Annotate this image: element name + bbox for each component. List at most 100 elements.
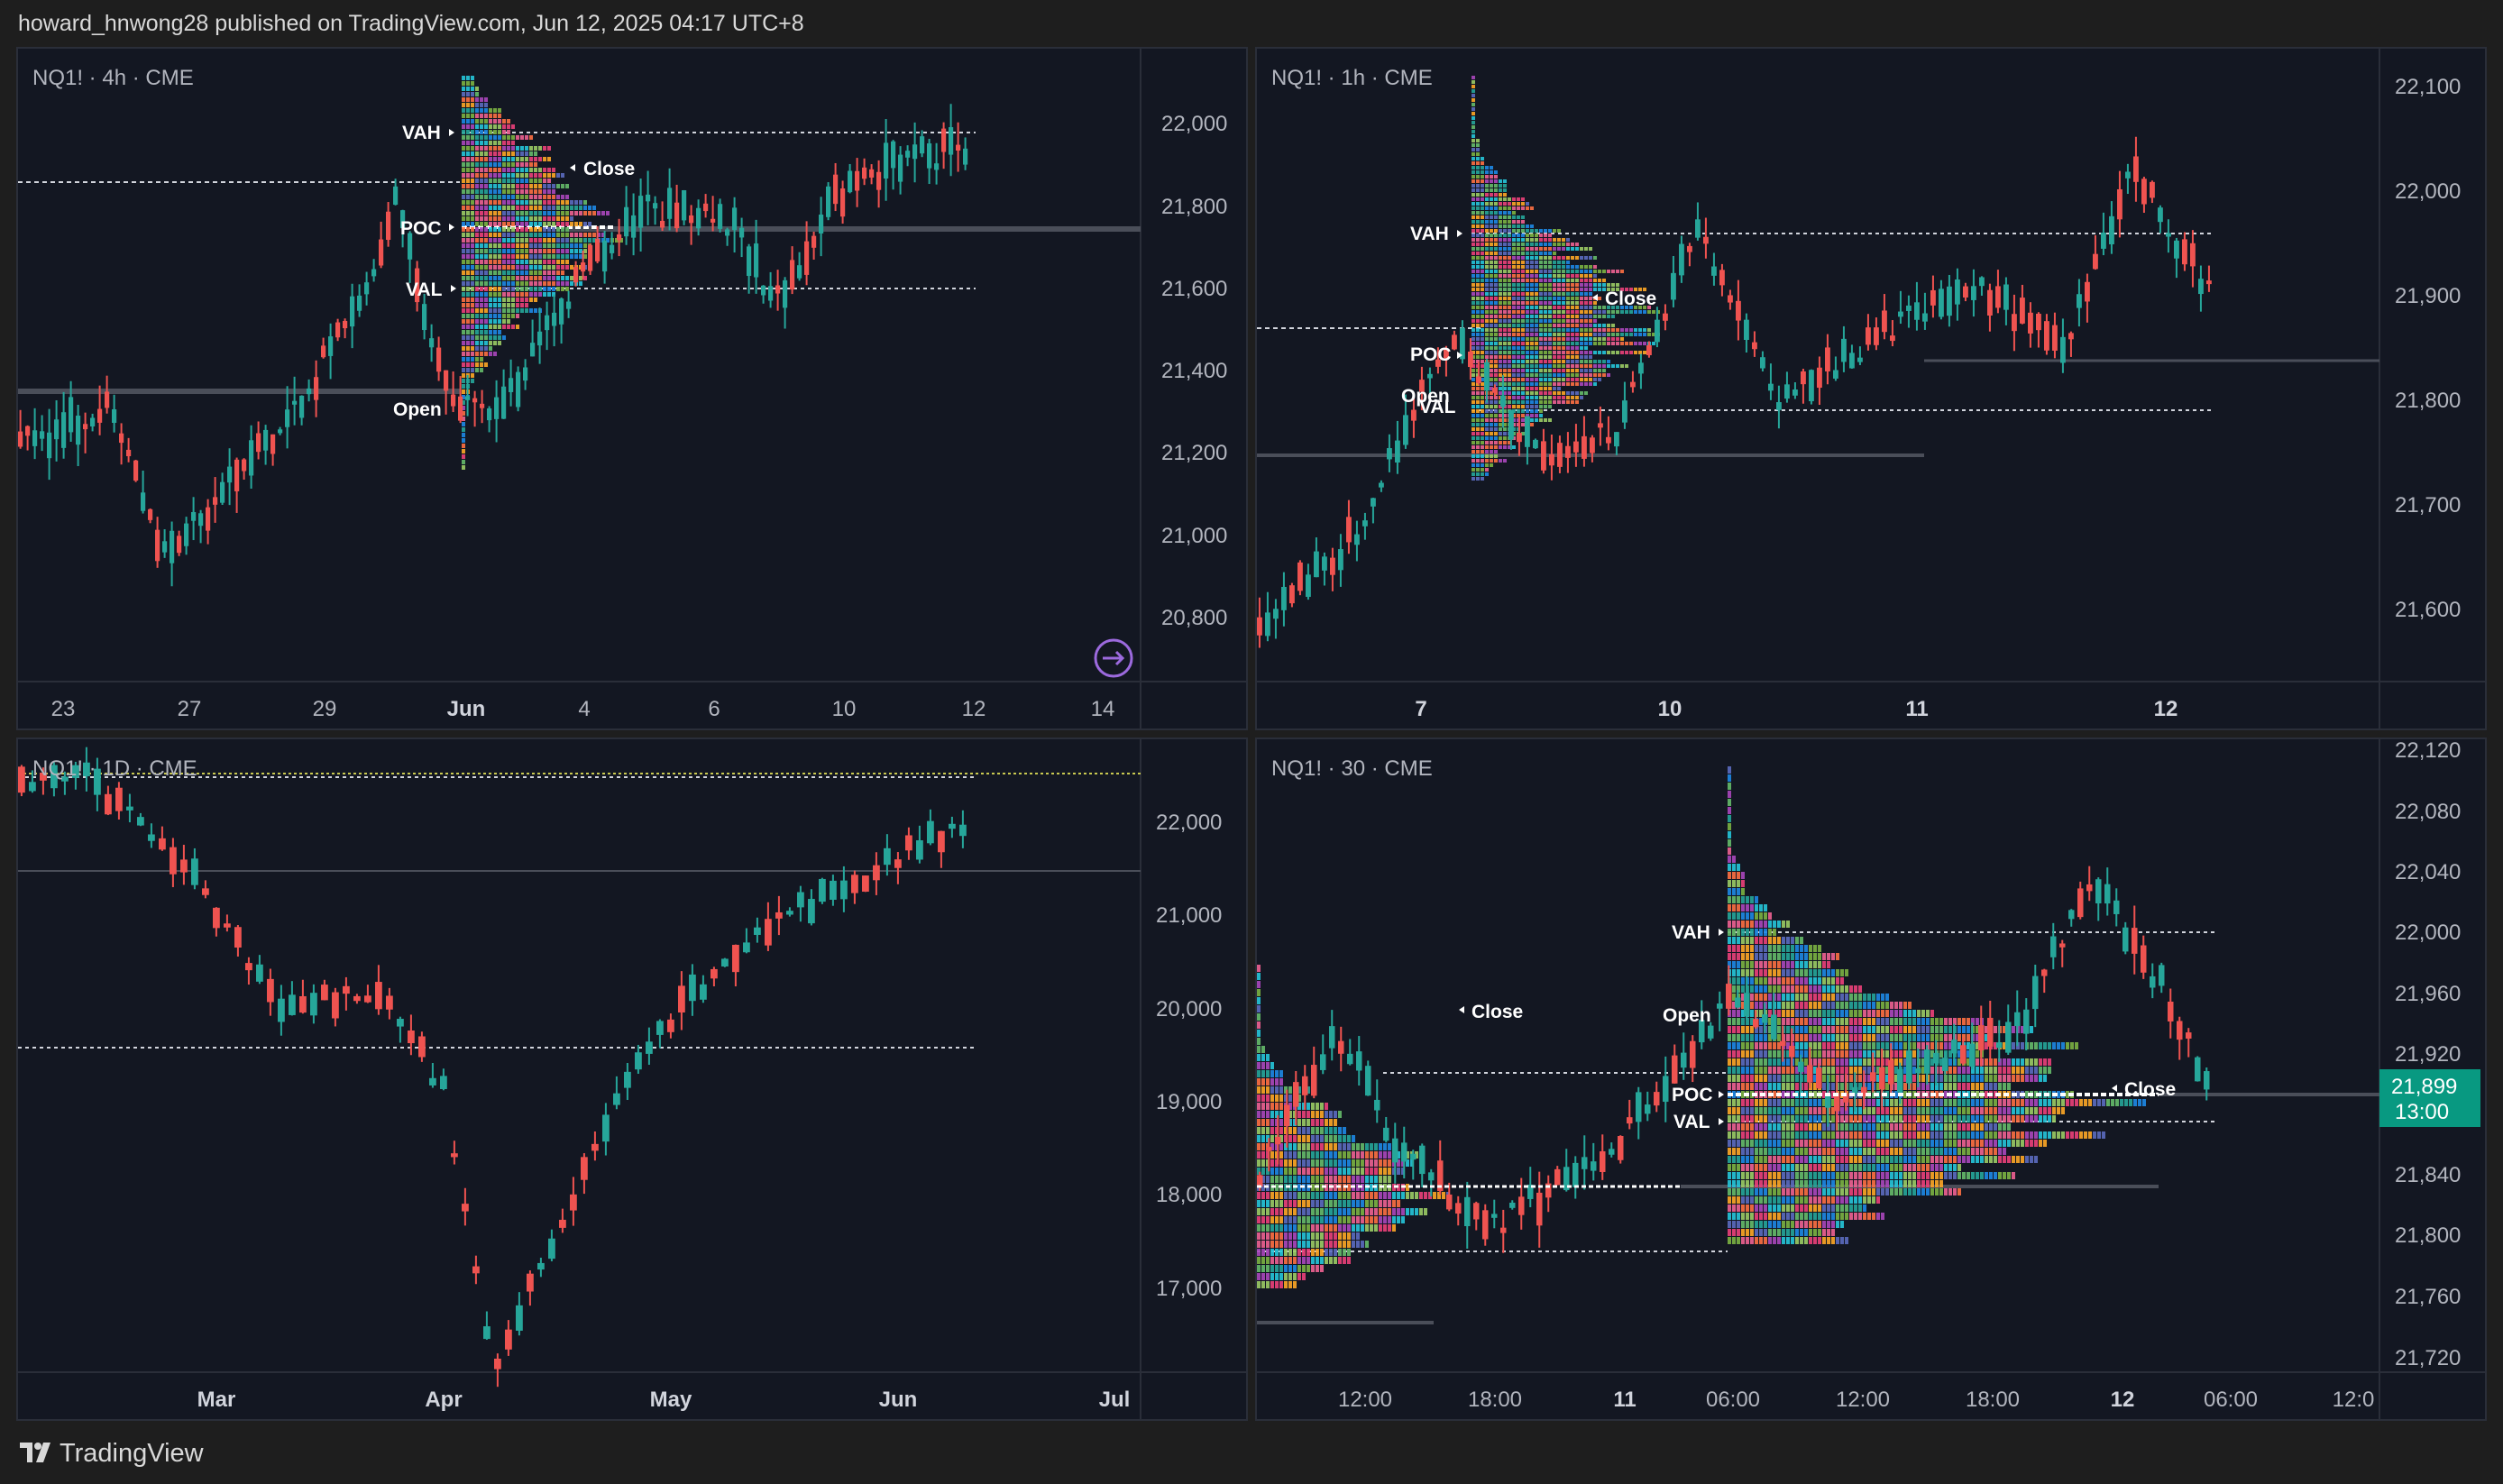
- time-tick: 12: [2154, 697, 2178, 721]
- price-tick: 22,000: [2395, 921, 2461, 945]
- tradingview-logo-icon[interactable]: [18, 1439, 54, 1468]
- candle: [1572, 1162, 1579, 1187]
- candle: [408, 1031, 415, 1044]
- candle: [581, 1157, 588, 1180]
- price-axis[interactable]: 22,120 22,080 22,040 22,000 21,960 21,92…: [2395, 739, 2461, 1370]
- candle: [855, 170, 860, 191]
- candle: [1699, 1020, 1705, 1043]
- chart-svg-1d[interactable]: 22,000 21,000 20,000 19,000 18,000 17,00…: [18, 739, 1248, 1421]
- candle: [357, 295, 362, 311]
- candle: [335, 322, 341, 338]
- vah-label: VAH: [1410, 224, 1449, 244]
- publish-line: howard_hnwong28 published on TradingView…: [18, 11, 804, 36]
- chart-svg-30m[interactable]: 22,120 22,080 22,040 22,000 21,960 21,92…: [1257, 739, 2487, 1421]
- candle: [682, 190, 687, 221]
- candle: [170, 530, 175, 563]
- candle: [1347, 1053, 1353, 1065]
- chart-panel-1d[interactable]: 22,000 21,000 20,000 19,000 18,000 17,00…: [16, 737, 1248, 1421]
- candle: [783, 279, 788, 308]
- candle: [1987, 1017, 1994, 1047]
- brand-name: TradingView: [60, 1439, 204, 1468]
- candle: [1320, 1054, 1326, 1070]
- candle: [2133, 156, 2139, 182]
- candle: [613, 1093, 620, 1105]
- price-tick: 21,000: [1161, 524, 1227, 548]
- candle: [440, 1076, 447, 1089]
- candle: [1275, 1137, 1281, 1145]
- candle: [1914, 302, 1920, 320]
- candle: [462, 1204, 469, 1212]
- price-tick: 21,700: [2395, 493, 2461, 518]
- chart-panel-4h[interactable]: 22,000 21,800 21,600 21,400 21,200 21,00…: [16, 47, 1248, 730]
- candle: [25, 426, 31, 436]
- price-tick: 21,920: [2395, 1042, 2461, 1067]
- chart-panel-1h[interactable]: 22,100 22,000 21,900 21,800 21,700 21,60…: [1255, 47, 2487, 730]
- candle: [1410, 1153, 1417, 1160]
- candle: [2104, 884, 2111, 904]
- marker-arrow: [1457, 230, 1462, 237]
- candle: [1801, 371, 1806, 385]
- candle: [602, 240, 608, 272]
- candle: [700, 984, 707, 1000]
- candle: [119, 433, 124, 444]
- candle: [1401, 1142, 1407, 1162]
- candle: [1645, 1104, 1651, 1114]
- chart-svg-4h[interactable]: 22,000 21,800 21,600 21,400 21,200 21,00…: [18, 49, 1248, 730]
- candle: [1866, 327, 1871, 345]
- candle: [54, 419, 60, 440]
- candle: [1861, 1086, 1867, 1097]
- candle: [1437, 1160, 1444, 1192]
- time-axis[interactable]: 23 27 29 Jun 4 6 10 12 14: [51, 697, 1115, 721]
- candle: [811, 235, 817, 248]
- candle: [808, 899, 815, 924]
- candle: [927, 820, 934, 844]
- candle: [61, 412, 67, 448]
- chart-svg-1h[interactable]: 22,100 22,000 21,900 21,800 21,700 21,60…: [1257, 49, 2487, 730]
- candle: [2044, 321, 2049, 351]
- candle: [501, 386, 507, 419]
- candle: [559, 1219, 566, 1228]
- publish-header: howard_hnwong28 published on TradingView…: [0, 0, 2503, 47]
- time-tick: 10: [832, 697, 857, 721]
- candle: [1266, 1147, 1272, 1151]
- candle: [573, 267, 579, 283]
- candle: [307, 388, 312, 395]
- candle: [1371, 498, 1376, 507]
- candle: [1638, 362, 1644, 374]
- candle: [884, 847, 891, 866]
- time-axis[interactable]: 12:00 18:00 11 06:00 12:00 18:00 12 06:0…: [1338, 1388, 2374, 1412]
- candle: [1554, 1168, 1561, 1186]
- candle: [797, 265, 802, 279]
- candle: [343, 320, 348, 329]
- candle: [227, 466, 233, 483]
- candle: [61, 776, 69, 782]
- candle: [494, 1358, 501, 1369]
- candle: [797, 892, 804, 908]
- price-tick: 21,760: [2395, 1285, 2461, 1309]
- candle: [1987, 289, 1993, 316]
- price-axis[interactable]: 22,000 21,000 20,000 19,000 18,000 17,00…: [1156, 811, 1222, 1301]
- candle: [1482, 1210, 1489, 1240]
- time-tick: Jun: [447, 697, 486, 721]
- candle: [721, 958, 729, 966]
- replay-arrow-icon[interactable]: [1094, 638, 1133, 678]
- chart-panel-30m[interactable]: 22,120 22,080 22,040 22,000 21,960 21,92…: [1255, 737, 2487, 1421]
- candle: [2077, 888, 2084, 918]
- candle: [1879, 1067, 1885, 1090]
- price-axis[interactable]: 22,000 21,800 21,600 21,400 21,200 21,00…: [1161, 112, 1227, 630]
- candle: [76, 416, 81, 445]
- candle: [1663, 1076, 1669, 1103]
- candle: [1428, 1172, 1435, 1181]
- time-axis[interactable]: Mar Apr May Jun Jul: [197, 1388, 1131, 1412]
- candle: [332, 992, 339, 1019]
- candle: [1630, 381, 1636, 388]
- candle: [137, 817, 144, 826]
- candle: [1591, 1161, 1597, 1171]
- candle: [898, 154, 903, 182]
- price-axis[interactable]: 22,100 22,000 21,900 21,800 21,700 21,60…: [2395, 75, 2461, 622]
- candle: [920, 136, 925, 154]
- candle: [2068, 910, 2075, 920]
- legend-1h: NQ1! · 1h · CME: [1271, 66, 1433, 90]
- candle: [40, 431, 45, 439]
- time-axis[interactable]: 7 10 11 12: [1415, 697, 2178, 721]
